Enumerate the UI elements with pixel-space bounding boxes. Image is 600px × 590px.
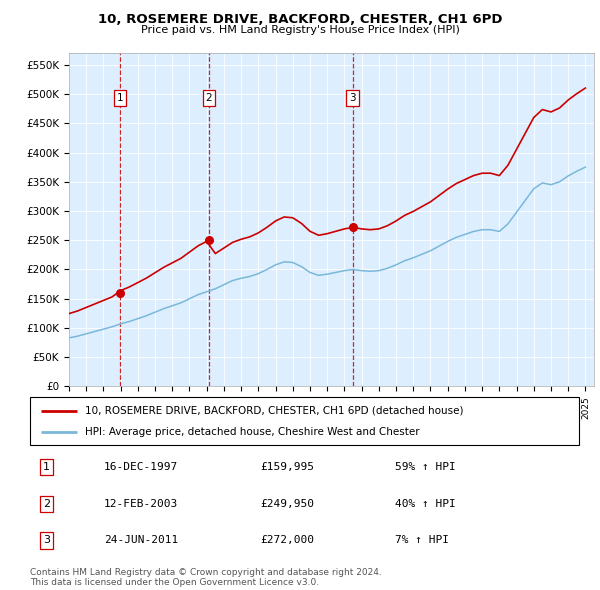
Text: 1: 1 <box>116 93 123 103</box>
Text: 10, ROSEMERE DRIVE, BACKFORD, CHESTER, CH1 6PD: 10, ROSEMERE DRIVE, BACKFORD, CHESTER, C… <box>98 13 502 26</box>
Text: 40% ↑ HPI: 40% ↑ HPI <box>395 499 456 509</box>
Text: £249,950: £249,950 <box>260 499 314 509</box>
Text: 3: 3 <box>349 93 356 103</box>
Text: 24-JUN-2011: 24-JUN-2011 <box>104 536 178 545</box>
Text: 2: 2 <box>43 499 50 509</box>
FancyBboxPatch shape <box>30 397 579 445</box>
Text: Price paid vs. HM Land Registry's House Price Index (HPI): Price paid vs. HM Land Registry's House … <box>140 25 460 35</box>
Text: 10, ROSEMERE DRIVE, BACKFORD, CHESTER, CH1 6PD (detached house): 10, ROSEMERE DRIVE, BACKFORD, CHESTER, C… <box>85 405 463 415</box>
Text: Contains HM Land Registry data © Crown copyright and database right 2024.
This d: Contains HM Land Registry data © Crown c… <box>30 568 382 587</box>
Text: 7% ↑ HPI: 7% ↑ HPI <box>395 536 449 545</box>
Text: 59% ↑ HPI: 59% ↑ HPI <box>395 462 456 472</box>
Text: 1: 1 <box>43 462 50 472</box>
Text: 12-FEB-2003: 12-FEB-2003 <box>104 499 178 509</box>
Text: £272,000: £272,000 <box>260 536 314 545</box>
Text: HPI: Average price, detached house, Cheshire West and Chester: HPI: Average price, detached house, Ches… <box>85 427 419 437</box>
Text: 2: 2 <box>205 93 212 103</box>
Text: 16-DEC-1997: 16-DEC-1997 <box>104 462 178 472</box>
Text: £159,995: £159,995 <box>260 462 314 472</box>
Text: 3: 3 <box>43 536 50 545</box>
